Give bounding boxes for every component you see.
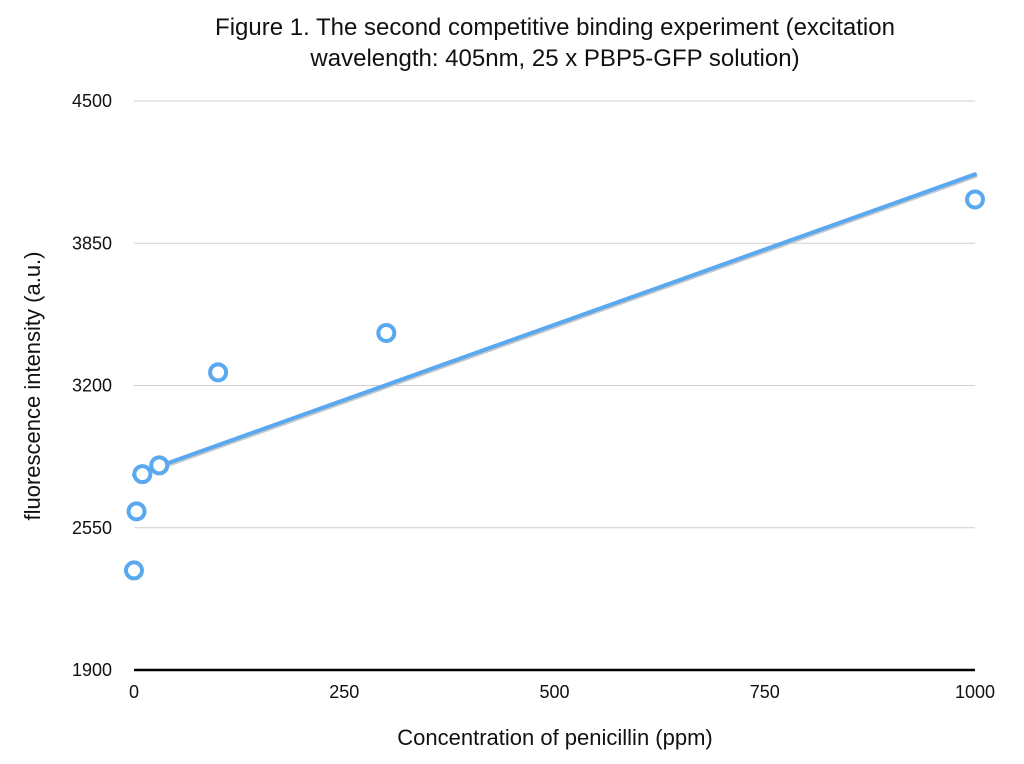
trendline-shadow (133, 174, 978, 479)
chart-title: Figure 1. The second competitive binding… (0, 12, 1024, 74)
trendline-group (132, 172, 978, 479)
x-tick-label: 0 (129, 682, 139, 702)
y-tick-label: 1900 (72, 660, 112, 680)
y-axis-title: fluorescence intensity (a.u.) (20, 251, 45, 520)
trendline (132, 172, 977, 478)
data-point (208, 362, 229, 383)
y-tick-labels: 1900 2550 3200 3850 4500 (72, 91, 112, 680)
data-point (132, 464, 153, 485)
y-tick-label: 3850 (72, 233, 112, 253)
y-tick-label: 2550 (72, 518, 112, 538)
x-tick-label: 750 (750, 682, 780, 702)
data-point (376, 322, 397, 343)
grid-lines (134, 100, 975, 529)
data-point (965, 189, 985, 210)
data-point (149, 455, 170, 476)
x-axis-title: Concentration of penicillin (ppm) (397, 725, 713, 750)
x-tick-labels: 0 250 500 750 1000 (129, 682, 995, 702)
data-point (124, 560, 144, 581)
y-tick-label: 4500 (72, 91, 112, 111)
chart-title-line-2: wavelength: 405nm, 25 x PBP5-GFP solutio… (310, 45, 800, 72)
data-points (124, 189, 985, 581)
x-tick-label: 1000 (955, 682, 995, 702)
chart-title-line-1: Figure 1. The second competitive binding… (215, 14, 895, 41)
y-tick-label: 3200 (72, 376, 112, 396)
data-point (126, 501, 147, 522)
x-tick-label: 500 (539, 682, 569, 702)
x-tick-label: 250 (329, 682, 359, 702)
